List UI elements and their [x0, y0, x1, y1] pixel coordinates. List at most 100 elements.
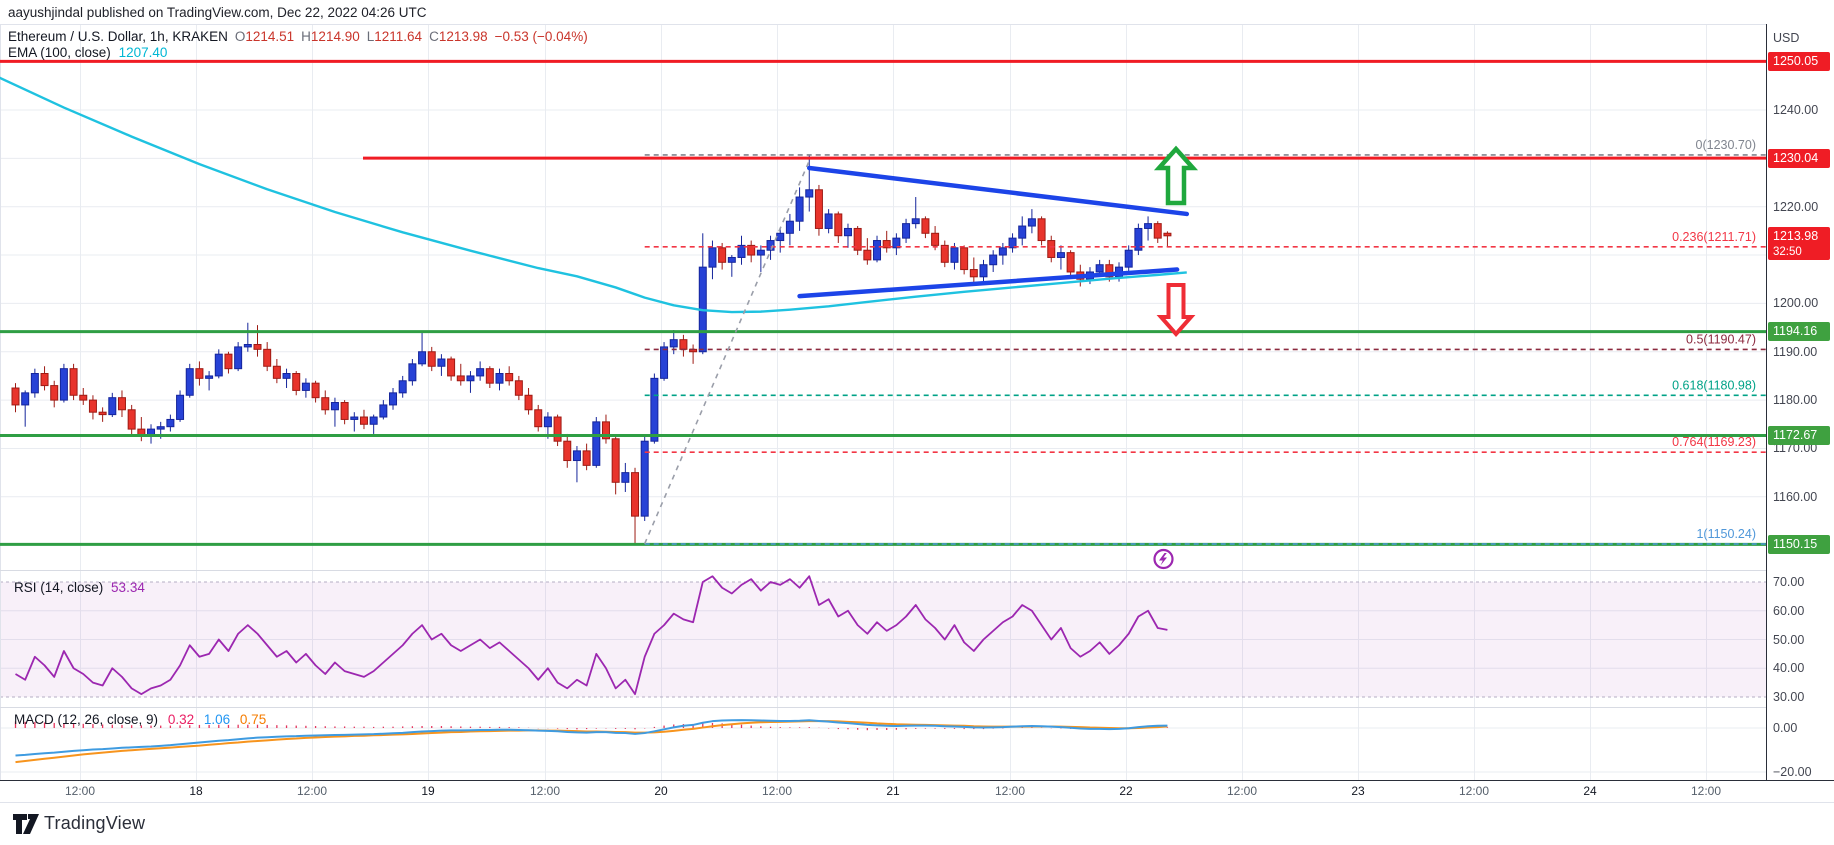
candle-up[interactable] — [369, 416, 378, 425]
candle-down[interactable] — [447, 358, 456, 377]
candle-up[interactable] — [640, 440, 649, 517]
candle-down[interactable] — [1047, 240, 1056, 258]
candle-down[interactable] — [960, 247, 969, 271]
candle-down[interactable] — [524, 394, 533, 411]
candle-up[interactable] — [950, 247, 959, 263]
candle-up[interactable] — [389, 392, 398, 406]
candle-up[interactable] — [776, 232, 785, 242]
ema-100-line[interactable] — [0, 76, 1187, 314]
candle-up[interactable] — [330, 402, 339, 411]
candle-down[interactable] — [940, 244, 949, 263]
candle-up[interactable] — [176, 394, 185, 420]
candle-down[interactable] — [601, 421, 610, 440]
candle-up[interactable] — [795, 196, 804, 222]
candle-up[interactable] — [708, 247, 717, 268]
candle-up[interactable] — [902, 223, 911, 239]
candle-down[interactable] — [882, 240, 891, 249]
candle-up[interactable] — [476, 368, 485, 377]
candle-up[interactable] — [911, 218, 920, 225]
candle-up[interactable] — [669, 339, 678, 348]
tradingview-wordmark[interactable]: TradingView — [44, 813, 146, 833]
candle-up[interactable] — [495, 373, 504, 384]
candle-down[interactable] — [553, 416, 562, 442]
macd-line[interactable] — [15, 719, 1168, 757]
candle-down[interactable] — [514, 380, 523, 396]
candle-down[interactable] — [427, 351, 436, 367]
candle-up[interactable] — [979, 264, 988, 278]
price-axis[interactable]: USD 1240.00 1220.00 1200.00 1190.00 1180.00 1… — [1767, 24, 1834, 780]
candle-down[interactable] — [631, 472, 640, 517]
time-axis[interactable]: 12:00 18 12:00 19 12:00 20 12:00 21 12:00 22 12:00… — [0, 781, 1834, 802]
candle-down[interactable] — [485, 368, 494, 384]
candle-down[interactable] — [11, 387, 20, 406]
candle-up[interactable] — [543, 416, 552, 428]
candle-down[interactable] — [340, 402, 349, 420]
candle-up[interactable] — [437, 358, 446, 367]
candle-up[interactable] — [892, 237, 901, 249]
candle-up[interactable] — [1056, 252, 1065, 258]
candle-down[interactable] — [679, 339, 688, 350]
candle-up[interactable] — [1008, 237, 1017, 249]
candle-up[interactable] — [1018, 225, 1027, 239]
candle-down[interactable] — [127, 409, 136, 430]
candles[interactable] — [11, 154, 1172, 544]
candle-down[interactable] — [834, 213, 843, 237]
candle-down[interactable] — [69, 368, 78, 396]
candle-down[interactable] — [117, 397, 126, 411]
candle-up[interactable] — [572, 450, 581, 462]
candle-down[interactable] — [931, 232, 940, 246]
candle-up[interactable] — [1027, 218, 1036, 227]
candle-up[interactable] — [350, 416, 359, 420]
candle-up[interactable] — [418, 351, 427, 365]
candle-up[interactable] — [30, 373, 39, 394]
candle-up[interactable] — [650, 377, 659, 442]
candle-down[interactable] — [921, 218, 930, 234]
candle-up[interactable] — [21, 392, 30, 406]
candle-up[interactable] — [1124, 249, 1133, 268]
triangle-upper-trendline[interactable] — [807, 165, 1190, 217]
candle-up[interactable] — [185, 368, 194, 396]
candle-down[interactable] — [456, 375, 465, 382]
candle-up[interactable] — [766, 240, 775, 251]
candle-up[interactable] — [621, 472, 630, 483]
candle-up[interactable] — [1134, 227, 1143, 251]
candle-up[interactable] — [756, 249, 765, 256]
candle-up[interactable] — [408, 363, 417, 382]
candle-up[interactable] — [873, 240, 882, 261]
candle-up[interactable] — [737, 244, 746, 258]
candle-down[interactable] — [969, 269, 978, 278]
candle-down[interactable] — [505, 373, 514, 382]
macd-legend[interactable]: MACD (12, 26, close, 9) 0.32 1.06 0.75 — [14, 712, 266, 727]
arrow-down-icon[interactable] — [1156, 283, 1196, 338]
candle-up[interactable] — [824, 213, 833, 229]
candle-up[interactable] — [108, 397, 117, 416]
candle-down[interactable] — [1153, 223, 1162, 239]
candle-up[interactable] — [166, 418, 175, 428]
candle-up[interactable] — [805, 189, 814, 198]
rsi-line[interactable] — [15, 575, 1168, 696]
candle-up[interactable] — [282, 373, 291, 379]
tradingview-logo-icon[interactable] — [12, 812, 40, 836]
candle-up[interactable] — [205, 375, 214, 379]
candle-up[interactable] — [989, 254, 998, 266]
rsi-legend[interactable]: RSI (14, close) 53.34 — [14, 580, 145, 595]
candle-down[interactable] — [359, 416, 368, 425]
candle-up[interactable] — [379, 404, 388, 418]
candle-up[interactable] — [998, 247, 1007, 256]
candle-up[interactable] — [59, 368, 68, 401]
candle-down[interactable] — [582, 450, 591, 466]
candle-down[interactable] — [98, 411, 107, 416]
candle-down[interactable] — [253, 343, 262, 350]
candle-up[interactable] — [243, 343, 252, 348]
candle-down[interactable] — [88, 399, 97, 413]
macd-histogram[interactable] — [14, 721, 1169, 731]
candle-up[interactable] — [301, 382, 310, 391]
candle-down[interactable] — [40, 373, 49, 387]
candle-up[interactable] — [660, 346, 669, 379]
candle-down[interactable] — [1105, 264, 1114, 278]
candle-down[interactable] — [311, 382, 320, 399]
candle-down[interactable] — [321, 397, 330, 411]
candle-down[interactable] — [747, 244, 756, 256]
candle-down[interactable] — [79, 394, 88, 401]
